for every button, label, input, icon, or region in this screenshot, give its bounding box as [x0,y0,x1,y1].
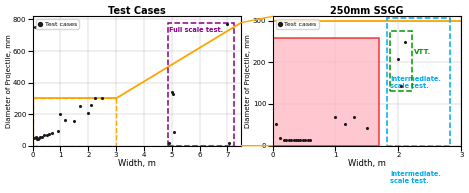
X-axis label: Width, m: Width, m [118,159,156,168]
Point [30,136,38,139]
Bar [167,23,234,146]
Point [31,26,38,29]
Text: Full scale test.: Full scale test. [169,27,223,33]
Point [394,57,402,60]
Point [350,116,358,119]
Point [292,138,300,141]
Point [87,104,95,107]
Point [91,97,99,100]
Point [341,122,348,125]
Y-axis label: Diameter of Projectile, mm: Diameter of Projectile, mm [245,34,251,128]
Point [32,135,40,139]
Point [54,130,61,133]
Point [272,122,280,125]
Text: Intermediate.
scale test.: Intermediate. scale test. [390,76,441,89]
Point [168,91,175,94]
Point [307,138,314,141]
Point [225,141,233,144]
Point [84,111,92,114]
X-axis label: Width, m: Width, m [348,159,386,168]
Point [61,119,68,122]
Point [280,138,287,141]
Point [283,138,290,141]
Bar [390,31,412,91]
Point [304,138,311,141]
Point [71,120,78,123]
Point [165,141,173,144]
Point [398,85,405,88]
Point [401,41,408,44]
Point [48,131,56,135]
Point [33,138,41,141]
Point [302,138,309,141]
Title: Test Cases: Test Cases [108,6,166,16]
Point [276,137,284,140]
Point [98,96,106,99]
Point [290,138,298,141]
Point [169,92,177,95]
Point [296,138,304,141]
Legend: Test cases: Test cases [276,19,318,29]
Point [285,138,293,141]
Point [76,105,83,108]
Point [57,113,64,116]
Point [299,138,306,141]
Point [295,138,302,141]
Bar [387,18,450,146]
Point [34,137,41,141]
Point [224,23,231,26]
Text: Intermediate.
scale test.: Intermediate. scale test. [390,171,441,184]
Point [45,133,53,136]
Point [35,137,43,140]
Bar [272,38,379,146]
Point [38,135,46,138]
Point [37,136,44,139]
Y-axis label: Diameter of Projectile, mm: Diameter of Projectile, mm [6,34,12,128]
Point [43,133,50,136]
Point [363,127,371,130]
Point [332,116,339,119]
Text: VTT.: VTT. [414,49,431,55]
Point [40,134,47,137]
Point [287,138,295,141]
Title: 250mm SSGG: 250mm SSGG [330,6,404,16]
Point [171,130,178,133]
Legend: Test cases: Test cases [36,19,79,29]
